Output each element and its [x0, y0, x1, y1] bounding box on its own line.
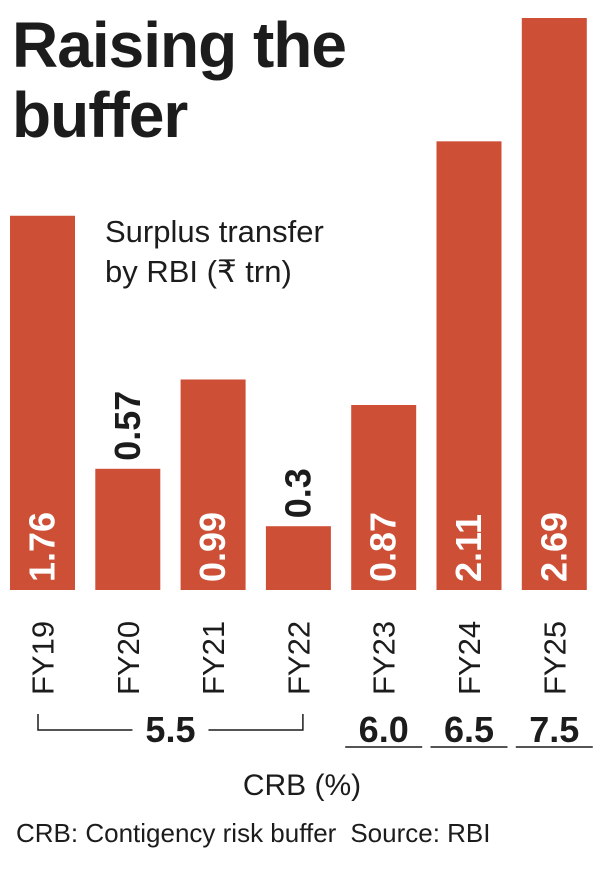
bar-fy21 [180, 379, 246, 590]
bar-chart: 1.76 FY19 0.57 FY20 0.99 FY21 0.3 FY22 0.87 FY23 2… [10, 18, 593, 802]
crb-label-6-5: 6.5 [444, 709, 494, 750]
chart-title: Raising the buffer [12, 9, 347, 151]
value-label-fy24: 2.11 [448, 514, 489, 582]
bar-fy23 [351, 405, 417, 590]
crb-label-5-5: 5.5 [145, 709, 195, 750]
value-label-fy20: 0.57 [107, 391, 148, 461]
crb-bracket-left-0 [37, 714, 133, 731]
category-label-fy22: FY22 [281, 621, 316, 695]
bar-fy20 [95, 468, 161, 590]
category-label-fy23: FY23 [367, 621, 402, 695]
bar-fy19 [10, 215, 75, 591]
value-label-fy23: 0.87 [363, 512, 404, 582]
category-label-fy20: FY20 [111, 621, 146, 695]
value-label-fy25: 2.69 [533, 512, 574, 582]
crb-label-6-0: 6.0 [359, 709, 409, 750]
bar-fy25 [521, 18, 587, 590]
bar-fy22 [265, 526, 331, 590]
footer: CRB: Contigency risk buffer Source: RBI [16, 818, 491, 849]
value-label-fy19: 1.76 [22, 512, 63, 582]
crb-caption: CRB (%) [243, 769, 361, 802]
value-label-fy21: 0.99 [192, 512, 233, 582]
footer-source: Source: RBI [350, 818, 491, 848]
category-label-fy25: FY25 [537, 621, 572, 695]
crb-bracket-right-0 [208, 714, 304, 731]
category-label-fy21: FY21 [196, 621, 231, 695]
crb-label-7-5: 7.5 [529, 709, 579, 750]
category-label-fy19: FY19 [26, 621, 61, 695]
footer-note: CRB: Contigency risk buffer [16, 818, 337, 848]
chart-subtitle: Surplus transfer by RBI (₹ trn) [105, 214, 324, 289]
bar-fy24 [436, 141, 502, 590]
value-label-fy22: 0.3 [277, 468, 318, 518]
category-label-fy24: FY24 [452, 621, 487, 695]
